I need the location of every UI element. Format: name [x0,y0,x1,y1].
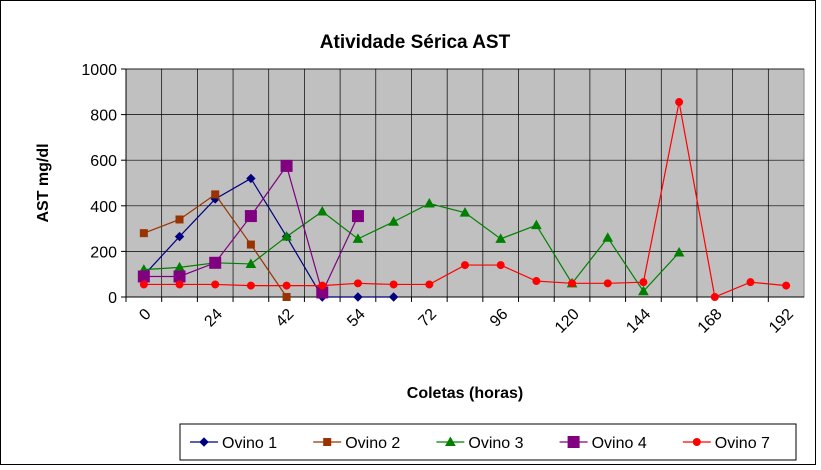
point [245,258,257,268]
point [638,285,649,296]
point [673,247,685,257]
point [782,281,791,290]
point [423,198,435,208]
point [675,98,684,107]
point [137,270,150,283]
point [353,279,362,288]
point [282,281,291,290]
point [568,279,577,288]
point [246,173,256,184]
point [139,280,148,289]
legend-label: Ovino 7 [715,435,770,452]
legend-label: Ovino 4 [592,435,647,452]
legend-marker [323,438,332,446]
point [175,215,184,224]
y-tick-label: 600 [90,153,117,170]
point [495,233,507,243]
point [174,231,185,242]
point [211,190,220,199]
point [173,270,186,283]
plot-area [125,68,805,298]
chart-title: Atividade Sérica AST [320,32,511,53]
point [175,280,184,289]
point [281,231,292,241]
point [459,207,471,217]
legend-marker [199,437,209,447]
legend-marker [567,436,580,448]
point [461,261,469,270]
point [425,280,434,289]
y-tick-label: 400 [90,199,117,216]
y-tick-label: 200 [90,244,117,261]
point [244,210,257,223]
point [602,232,614,242]
x-axis-label: Coletas (horas) [407,385,523,402]
point [352,233,364,243]
point [282,293,291,301]
point [388,216,399,226]
point [353,292,363,302]
legend-label: Ovino 1 [222,435,277,452]
point [280,159,293,172]
point [351,210,364,223]
legend-label: Ovino 2 [345,435,400,452]
point [746,278,755,287]
y-tick-label: 1000 [81,62,117,79]
point [710,293,719,301]
point [139,229,148,238]
point [639,278,648,287]
point [388,292,399,302]
point [316,205,328,216]
series-line [143,177,394,298]
legend-marker [445,436,456,446]
y-axis-label: AST mg/dl [35,143,52,222]
y-tick-label: 0 [108,290,117,307]
y-tick-label: 800 [90,108,117,125]
point [246,281,255,290]
point [603,279,612,288]
point [531,219,542,230]
series-line [143,202,680,293]
legend-marker [692,438,701,446]
point [496,261,505,270]
point [532,277,541,286]
point [318,281,327,290]
point [211,280,220,289]
point [389,280,398,289]
point [209,256,222,269]
legend-label: Ovino 3 [468,435,523,452]
point [246,240,255,249]
